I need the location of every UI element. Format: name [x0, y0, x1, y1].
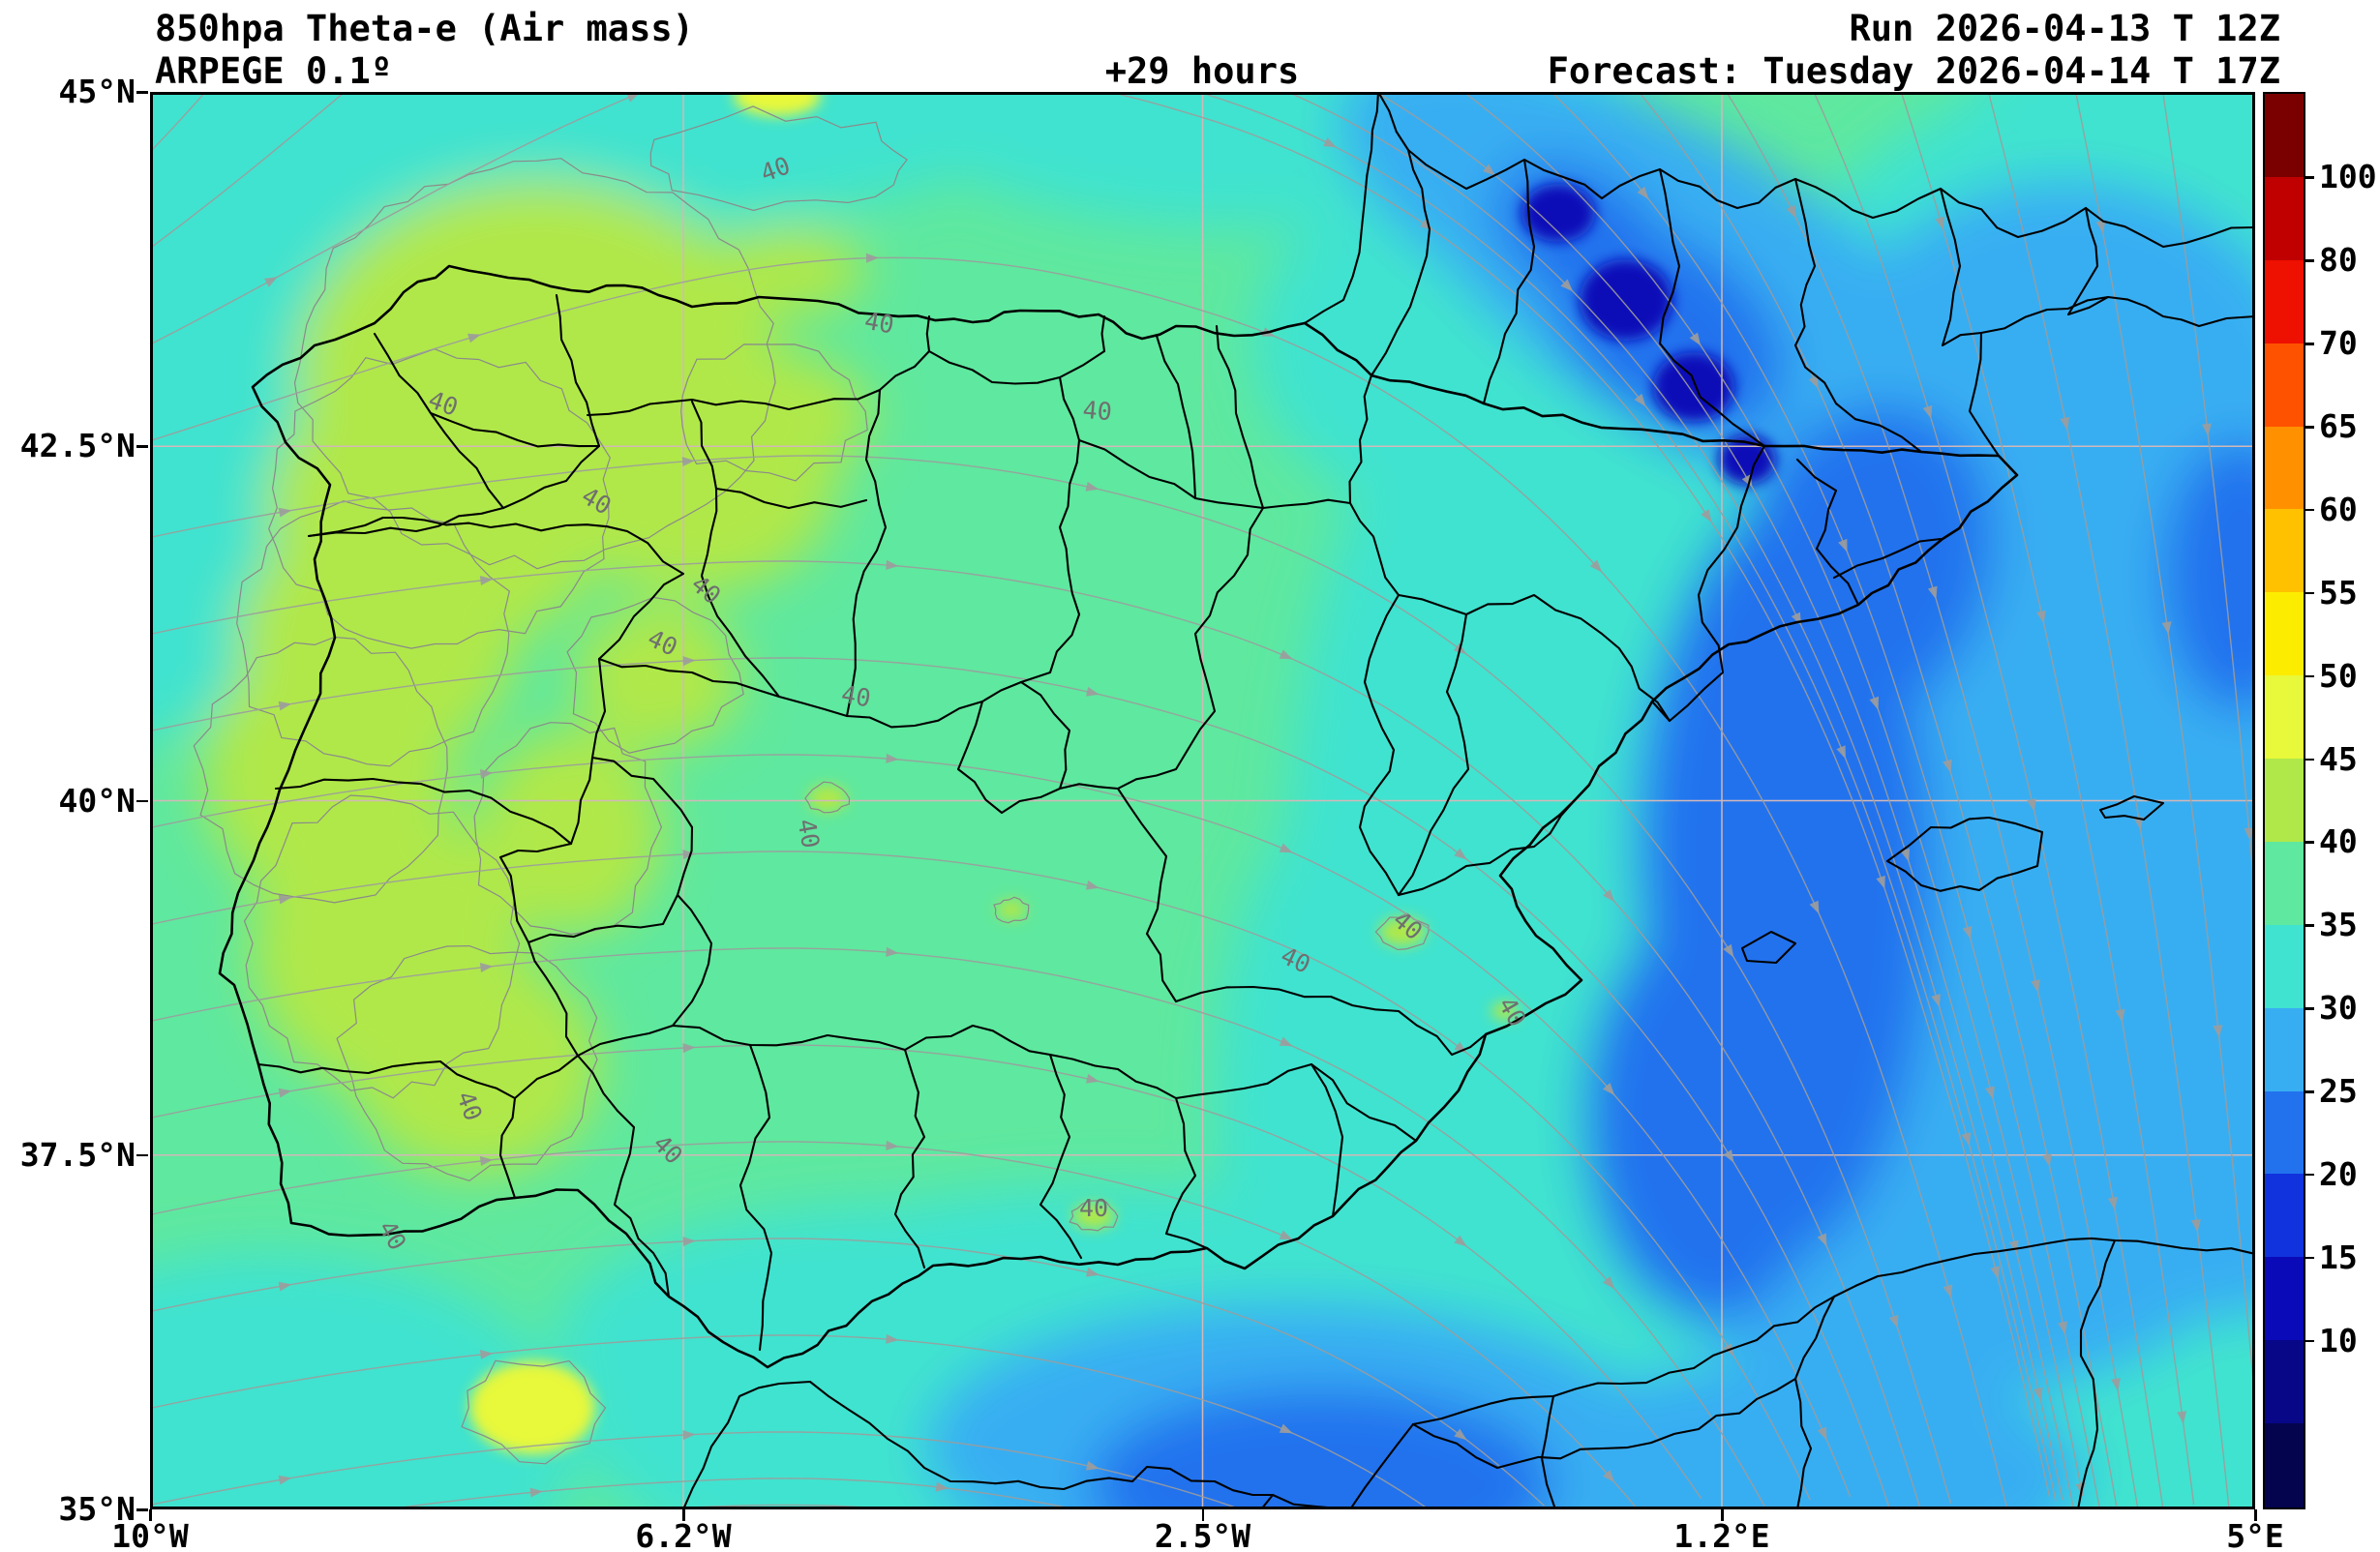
contour-label: 40	[1079, 1194, 1108, 1222]
colorbar-tick-mark	[2305, 841, 2314, 844]
x-tick-mark	[2254, 1509, 2257, 1521]
model-run-label: Run 2026-04-13 T 12Z	[1849, 8, 2280, 49]
y-tick-label: 42.5°N	[19, 427, 136, 464]
colorbar-tick-mark	[2305, 1090, 2314, 1093]
colorbar-tick-label: 40	[2319, 822, 2358, 861]
y-tick-mark	[136, 445, 148, 448]
colorbar-tick-label: 10	[2319, 1321, 2358, 1359]
colorbar-tick-mark	[2305, 426, 2314, 429]
colorbar-tick-mark	[2305, 1173, 2314, 1177]
colorbar-tick-mark	[2305, 1256, 2314, 1260]
x-tick-mark	[149, 1509, 152, 1521]
colorbar-tick-label: 80	[2319, 241, 2358, 280]
y-tick-mark	[136, 1153, 148, 1156]
colorbar-tick-label: 100	[2319, 158, 2377, 196]
contour-lines-layer	[193, 105, 1430, 1465]
x-tick-label: 5°E	[2226, 1517, 2284, 1552]
colorbar-segment	[2265, 1090, 2304, 1176]
colorbar-tick-label: 50	[2319, 656, 2358, 695]
colorbar-tick-mark	[2305, 259, 2314, 262]
theta-e-field-detail-layer	[469, 92, 1776, 1454]
colorbar-tick-mark	[2305, 591, 2314, 595]
coastlines-borders-layer	[218, 92, 2255, 1509]
wind-streamlines-layer	[151, 92, 2255, 1509]
colorbar-tick-mark	[2305, 674, 2314, 678]
colorbar-segment	[2265, 94, 2304, 178]
x-tick-label: 6.2°W	[635, 1517, 732, 1552]
colorbar-tick-label: 15	[2319, 1238, 2358, 1276]
y-tick-mark	[136, 1508, 148, 1511]
colorbar-tick-label: 70	[2319, 324, 2358, 363]
colorbar-tick-mark	[2305, 1007, 2314, 1010]
colorbar-segment	[2265, 426, 2304, 510]
colorbar-tick-label: 45	[2319, 739, 2358, 778]
colorbar-tick-label: 60	[2319, 490, 2358, 528]
colorbar-segment	[2265, 1257, 2304, 1341]
colorbar-tick-label: 20	[2319, 1154, 2358, 1193]
map-plot-area: 40 40 40 40 40 40 40 40 40 40 40 40 40 40 40 40	[150, 92, 2255, 1509]
colorbar-tick-label: 30	[2319, 989, 2358, 1028]
colorbar-segment	[2265, 259, 2304, 344]
colorbar-segment	[2265, 1423, 2304, 1507]
colorbar-segment	[2265, 675, 2304, 760]
model-resolution-label: ARPEGE 0.1º	[155, 50, 393, 92]
colorbar-segment	[2265, 176, 2304, 261]
x-tick-label: 10°W	[111, 1517, 189, 1552]
colorbar-segment	[2265, 1340, 2304, 1424]
colorbar-segment	[2265, 343, 2304, 428]
forecast-valid-label: Forecast: Tuesday 2026-04-14 T 17Z	[1547, 50, 2280, 92]
x-tick-label: 2.5°W	[1154, 1517, 1251, 1552]
colorbar-tick-label: 35	[2319, 906, 2358, 944]
y-tick-label: 35°N	[58, 1490, 136, 1528]
y-tick-label: 37.5°N	[19, 1135, 136, 1174]
y-tick-mark	[136, 91, 148, 94]
plot-frame	[150, 92, 2255, 1509]
colorbar-segment	[2265, 592, 2304, 676]
y-tick-label: 40°N	[58, 781, 136, 820]
contour-label: 40	[792, 817, 825, 851]
colorbar-segment	[2265, 924, 2304, 1009]
contour-label: 40	[862, 307, 896, 340]
colorbar-tick-label: 55	[2319, 573, 2358, 612]
colorbar-tick-mark	[2305, 176, 2314, 179]
contour-label: 40	[839, 680, 873, 713]
colorbar	[2263, 92, 2305, 1509]
colorbar-tick-mark	[2305, 508, 2314, 512]
x-tick-label: 1.2°E	[1673, 1517, 1770, 1552]
colorbar-segment	[2265, 509, 2304, 593]
x-tick-mark	[1721, 1509, 1724, 1521]
colorbar-tick-mark	[2305, 758, 2314, 761]
x-tick-mark	[682, 1509, 685, 1521]
colorbar-tick-label: 65	[2319, 407, 2358, 446]
colorbar-tick-label: 25	[2319, 1072, 2358, 1111]
colorbar-tick-mark	[2305, 1339, 2314, 1343]
colorbar-segment	[2265, 759, 2304, 843]
y-tick-label: 45°N	[58, 73, 136, 110]
forecast-hour-label: +29 hours	[1104, 50, 1300, 92]
colorbar-tick-mark	[2305, 924, 2314, 927]
colorbar-segment	[2265, 1174, 2304, 1258]
colorbar-segment	[2265, 841, 2304, 926]
y-tick-mark	[136, 799, 148, 802]
x-tick-mark	[1201, 1509, 1204, 1521]
contour-label: 40	[1081, 396, 1113, 427]
colorbar-tick-mark	[2305, 343, 2314, 345]
chart-title: 850hpa Theta-e (Air mass)	[155, 8, 694, 49]
colorbar-segment	[2265, 1007, 2304, 1092]
